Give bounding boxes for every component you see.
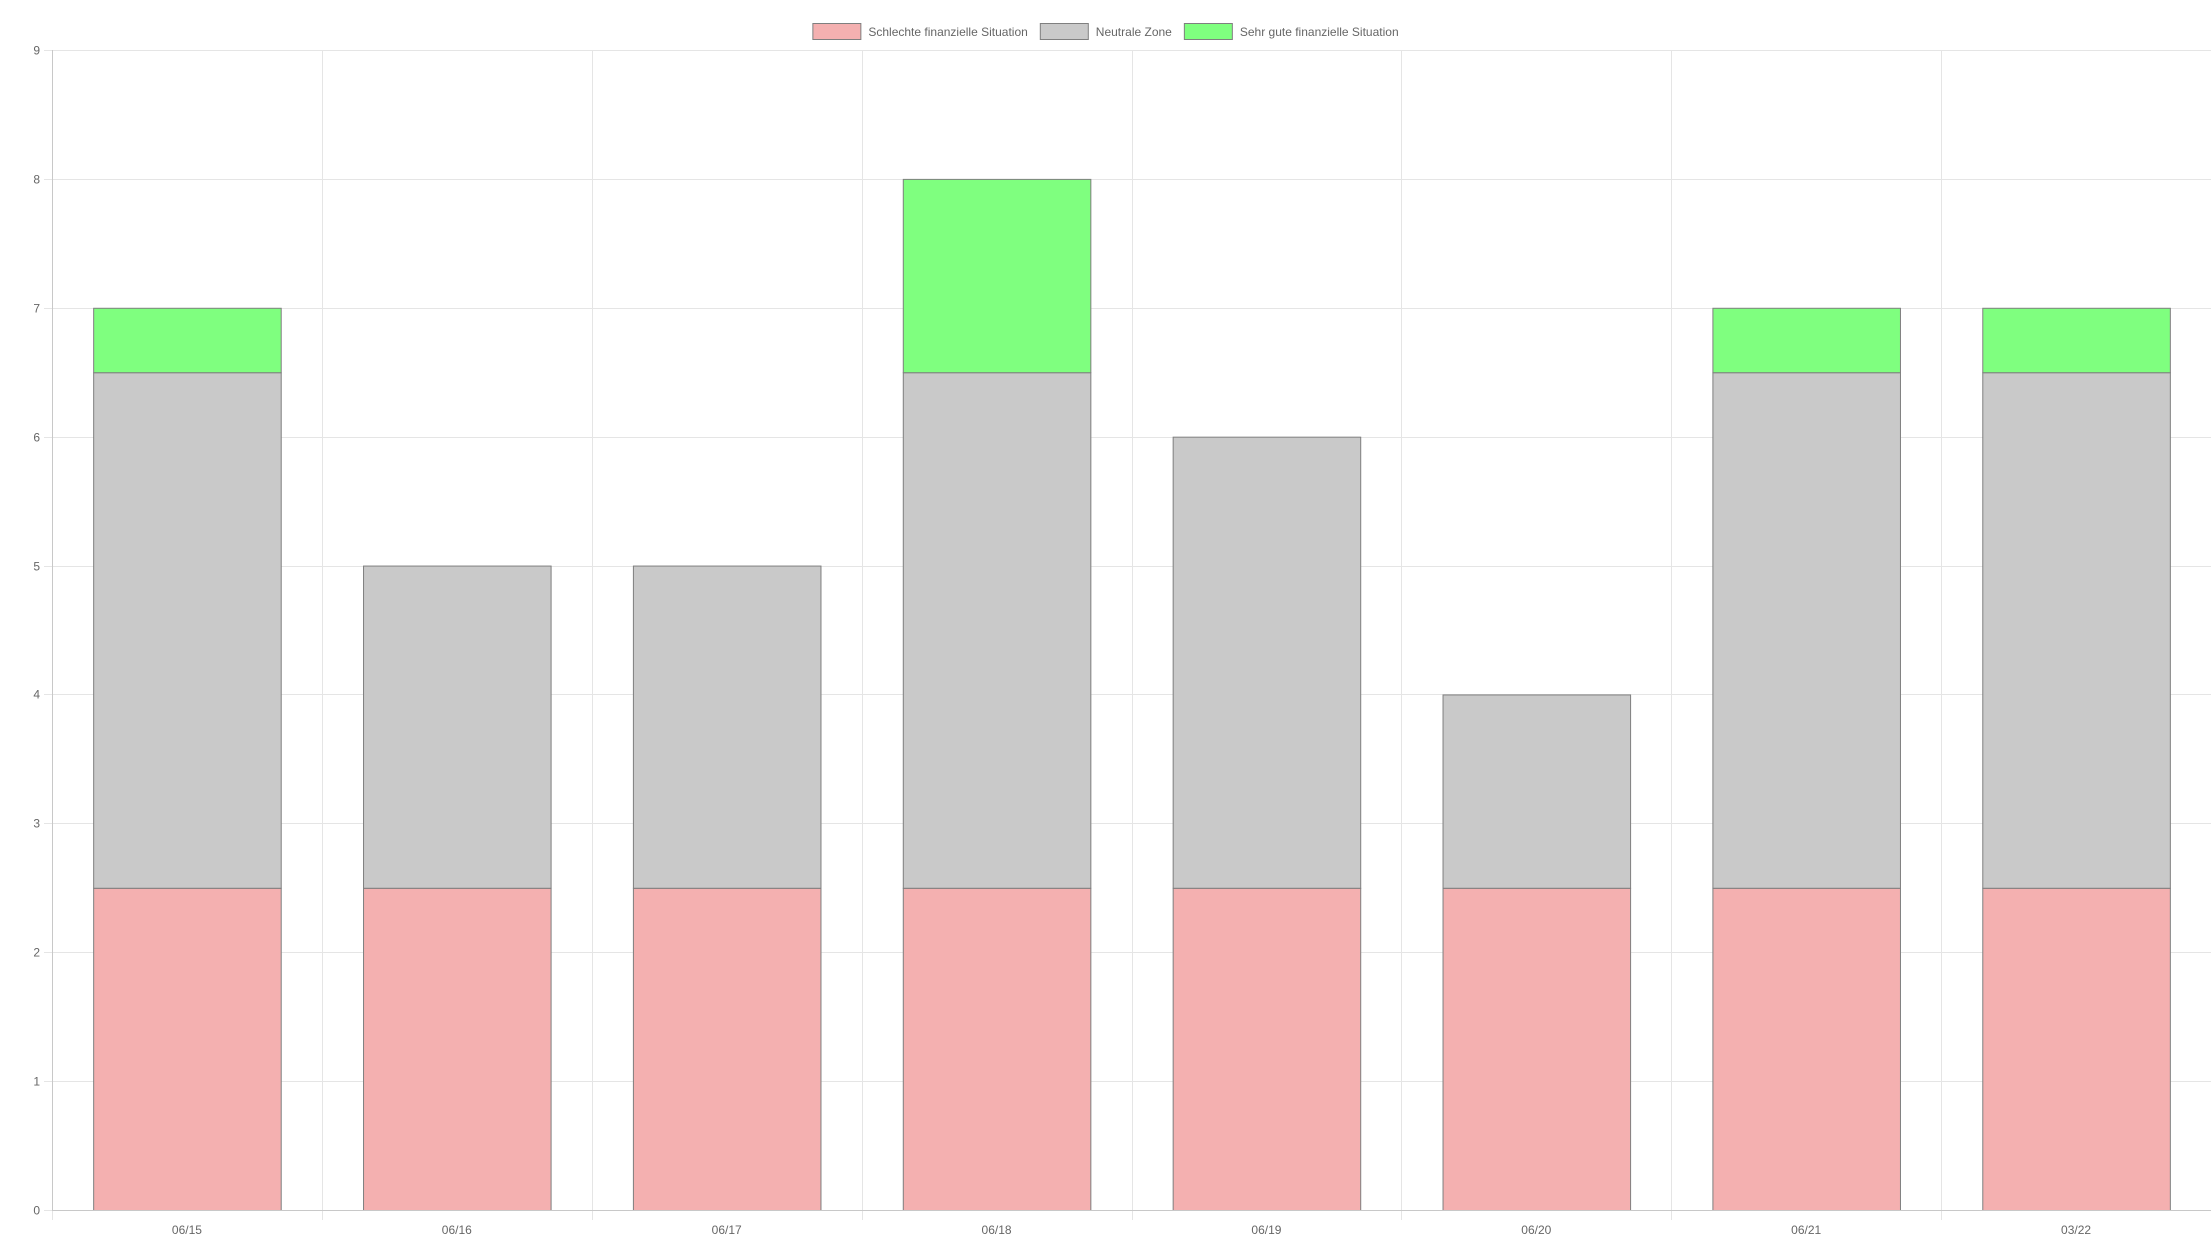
bar-segment[interactable] bbox=[1172, 436, 1362, 889]
legend-item[interactable]: Schlechte finanzielle Situation bbox=[812, 23, 1028, 40]
legend-item[interactable]: Sehr gute finanzielle Situation bbox=[1183, 23, 1399, 40]
bars-layer bbox=[93, 178, 2171, 1211]
legend-item[interactable]: Neutrale Zone bbox=[1039, 23, 1172, 40]
legend-label: Sehr gute finanzielle Situation bbox=[1240, 25, 1399, 39]
bar-segment[interactable] bbox=[902, 887, 1092, 1211]
x-tick-label: 03/22 bbox=[2061, 1223, 2091, 1237]
bar-segment[interactable] bbox=[1982, 887, 2171, 1211]
bar-segment[interactable] bbox=[1172, 887, 1362, 1211]
bar-segment[interactable] bbox=[93, 372, 282, 889]
bar-segment[interactable] bbox=[93, 307, 282, 374]
x-tick-label: 06/17 bbox=[712, 1223, 742, 1237]
axes-layer: 0 1 2 3 4 5 6 7 8 9 06/15 06/16 06/17 06/18 06/19 06/20… bbox=[33, 44, 2211, 1237]
legend-label: Neutrale Zone bbox=[1096, 25, 1172, 39]
bar-segment[interactable] bbox=[1712, 887, 1901, 1211]
y-tick-label: 2 bbox=[33, 946, 40, 960]
bar-segment[interactable] bbox=[632, 565, 822, 889]
bar-segment[interactable] bbox=[363, 887, 552, 1211]
x-tick-label: 06/19 bbox=[1251, 1223, 1281, 1237]
bar-segment[interactable] bbox=[632, 887, 822, 1211]
bar-segment[interactable] bbox=[1442, 887, 1632, 1211]
y-tick-label: 8 bbox=[33, 173, 40, 187]
x-tick-label: 06/15 bbox=[172, 1223, 202, 1237]
bar-segment[interactable] bbox=[1712, 307, 1901, 374]
y-tick-label: 7 bbox=[33, 302, 40, 316]
y-tick-label: 5 bbox=[33, 560, 40, 574]
bar-segment[interactable] bbox=[363, 565, 552, 889]
bar-segment[interactable] bbox=[1712, 372, 1901, 889]
bar-segment[interactable] bbox=[1982, 372, 2171, 889]
bar-segment[interactable] bbox=[902, 372, 1092, 889]
legend[interactable]: Schlechte finanzielle Situation Neutrale … bbox=[812, 23, 1399, 40]
y-tick-label: 3 bbox=[33, 817, 40, 831]
y-tick-label: 4 bbox=[33, 688, 40, 702]
y-tick-label: 1 bbox=[33, 1075, 40, 1089]
y-tick-label: 0 bbox=[33, 1204, 40, 1218]
legend-swatch bbox=[1039, 23, 1089, 40]
bar-segment[interactable] bbox=[1982, 307, 2171, 374]
bar-segment[interactable] bbox=[1442, 694, 1632, 889]
x-tick-label: 06/20 bbox=[1521, 1223, 1551, 1237]
legend-label: Schlechte finanzielle Situation bbox=[868, 25, 1027, 39]
legend-swatch bbox=[812, 23, 862, 40]
bar-segment[interactable] bbox=[902, 178, 1092, 374]
y-tick-label: 6 bbox=[33, 431, 40, 445]
x-tick-label: 06/16 bbox=[442, 1223, 472, 1237]
bar-segment[interactable] bbox=[93, 887, 282, 1211]
legend-swatch bbox=[1183, 23, 1233, 40]
y-tick-label: 9 bbox=[33, 44, 40, 58]
x-tick-label: 06/21 bbox=[1791, 1223, 1821, 1237]
x-tick-label: 06/18 bbox=[982, 1223, 1012, 1237]
